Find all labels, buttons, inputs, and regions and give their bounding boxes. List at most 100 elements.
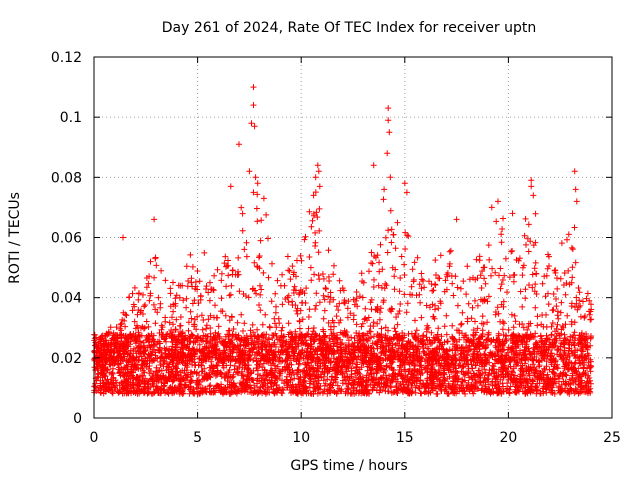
data-point xyxy=(118,365,125,372)
data-point xyxy=(427,375,434,382)
data-point xyxy=(123,312,130,319)
data-point xyxy=(208,358,215,365)
data-point xyxy=(399,338,406,345)
data-point xyxy=(198,312,205,319)
data-point xyxy=(525,221,532,228)
data-point xyxy=(254,191,261,198)
data-point xyxy=(340,287,347,294)
data-point xyxy=(468,315,475,322)
data-point xyxy=(241,388,248,395)
data-point xyxy=(493,218,500,225)
data-point xyxy=(212,341,219,348)
data-point xyxy=(271,339,278,346)
data-point xyxy=(564,312,571,319)
data-point xyxy=(532,259,539,266)
data-point xyxy=(532,281,539,288)
data-point xyxy=(157,300,164,307)
data-point xyxy=(578,330,585,337)
data-point xyxy=(367,381,374,388)
data-point xyxy=(459,344,466,351)
data-point xyxy=(237,342,244,349)
data-point xyxy=(353,297,360,304)
data-points xyxy=(91,84,595,397)
data-point xyxy=(273,375,279,382)
data-point xyxy=(530,333,537,340)
data-point xyxy=(358,343,365,350)
data-point xyxy=(519,338,526,345)
data-point xyxy=(380,196,387,203)
data-point xyxy=(254,218,261,225)
data-point xyxy=(374,367,381,373)
data-point xyxy=(427,304,433,311)
data-point xyxy=(240,291,247,297)
data-point xyxy=(401,346,408,353)
data-point xyxy=(459,330,465,337)
data-point xyxy=(203,322,210,329)
chart-title: Day 261 of 2024, Rate Of TEC Index for r… xyxy=(162,20,537,36)
data-point xyxy=(347,389,354,396)
data-point xyxy=(546,253,552,260)
data-point xyxy=(173,316,180,323)
data-point xyxy=(502,255,509,262)
data-point xyxy=(577,302,584,309)
data-point xyxy=(557,309,564,316)
data-point xyxy=(301,387,308,394)
data-point xyxy=(458,320,465,327)
data-point xyxy=(482,383,489,390)
data-point xyxy=(571,329,578,336)
data-point xyxy=(307,264,314,271)
data-point xyxy=(377,309,383,316)
data-point xyxy=(361,346,368,353)
data-point xyxy=(538,321,545,328)
data-point xyxy=(225,272,232,279)
data-point xyxy=(114,334,121,341)
data-point xyxy=(479,327,486,334)
data-point xyxy=(162,277,169,284)
data-point xyxy=(587,358,594,365)
data-point xyxy=(384,249,391,256)
data-point xyxy=(226,292,233,299)
data-point xyxy=(552,328,558,335)
data-point xyxy=(433,357,440,364)
data-point xyxy=(569,274,576,281)
data-point xyxy=(211,334,218,341)
data-point xyxy=(491,366,498,373)
data-point xyxy=(566,341,573,348)
data-point xyxy=(520,372,527,379)
data-point xyxy=(172,341,179,348)
data-point xyxy=(558,326,565,333)
data-point xyxy=(155,390,162,396)
data-point xyxy=(430,313,437,320)
data-point xyxy=(378,325,385,332)
data-point xyxy=(542,293,549,300)
data-point xyxy=(221,347,228,354)
data-point xyxy=(407,291,413,298)
data-point xyxy=(465,300,472,307)
data-point xyxy=(572,304,578,311)
data-point xyxy=(469,356,476,363)
data-point xyxy=(565,231,572,238)
data-point xyxy=(241,246,248,253)
data-point xyxy=(483,359,490,366)
data-point xyxy=(472,331,479,338)
data-point xyxy=(585,372,592,379)
data-point xyxy=(500,371,507,378)
data-point xyxy=(459,376,466,383)
data-point xyxy=(573,386,580,393)
data-point xyxy=(188,377,195,384)
data-point xyxy=(423,388,430,395)
data-point xyxy=(468,373,475,380)
data-point xyxy=(111,360,118,367)
data-point xyxy=(500,215,506,222)
data-point xyxy=(220,390,227,397)
data-point xyxy=(506,274,513,281)
data-point xyxy=(395,385,402,392)
data-point xyxy=(214,266,221,273)
data-point xyxy=(153,364,160,371)
data-point xyxy=(228,282,235,289)
data-point xyxy=(512,386,519,393)
data-point xyxy=(120,350,127,357)
data-point xyxy=(155,294,162,301)
data-point xyxy=(495,310,502,317)
data-point xyxy=(279,301,286,308)
